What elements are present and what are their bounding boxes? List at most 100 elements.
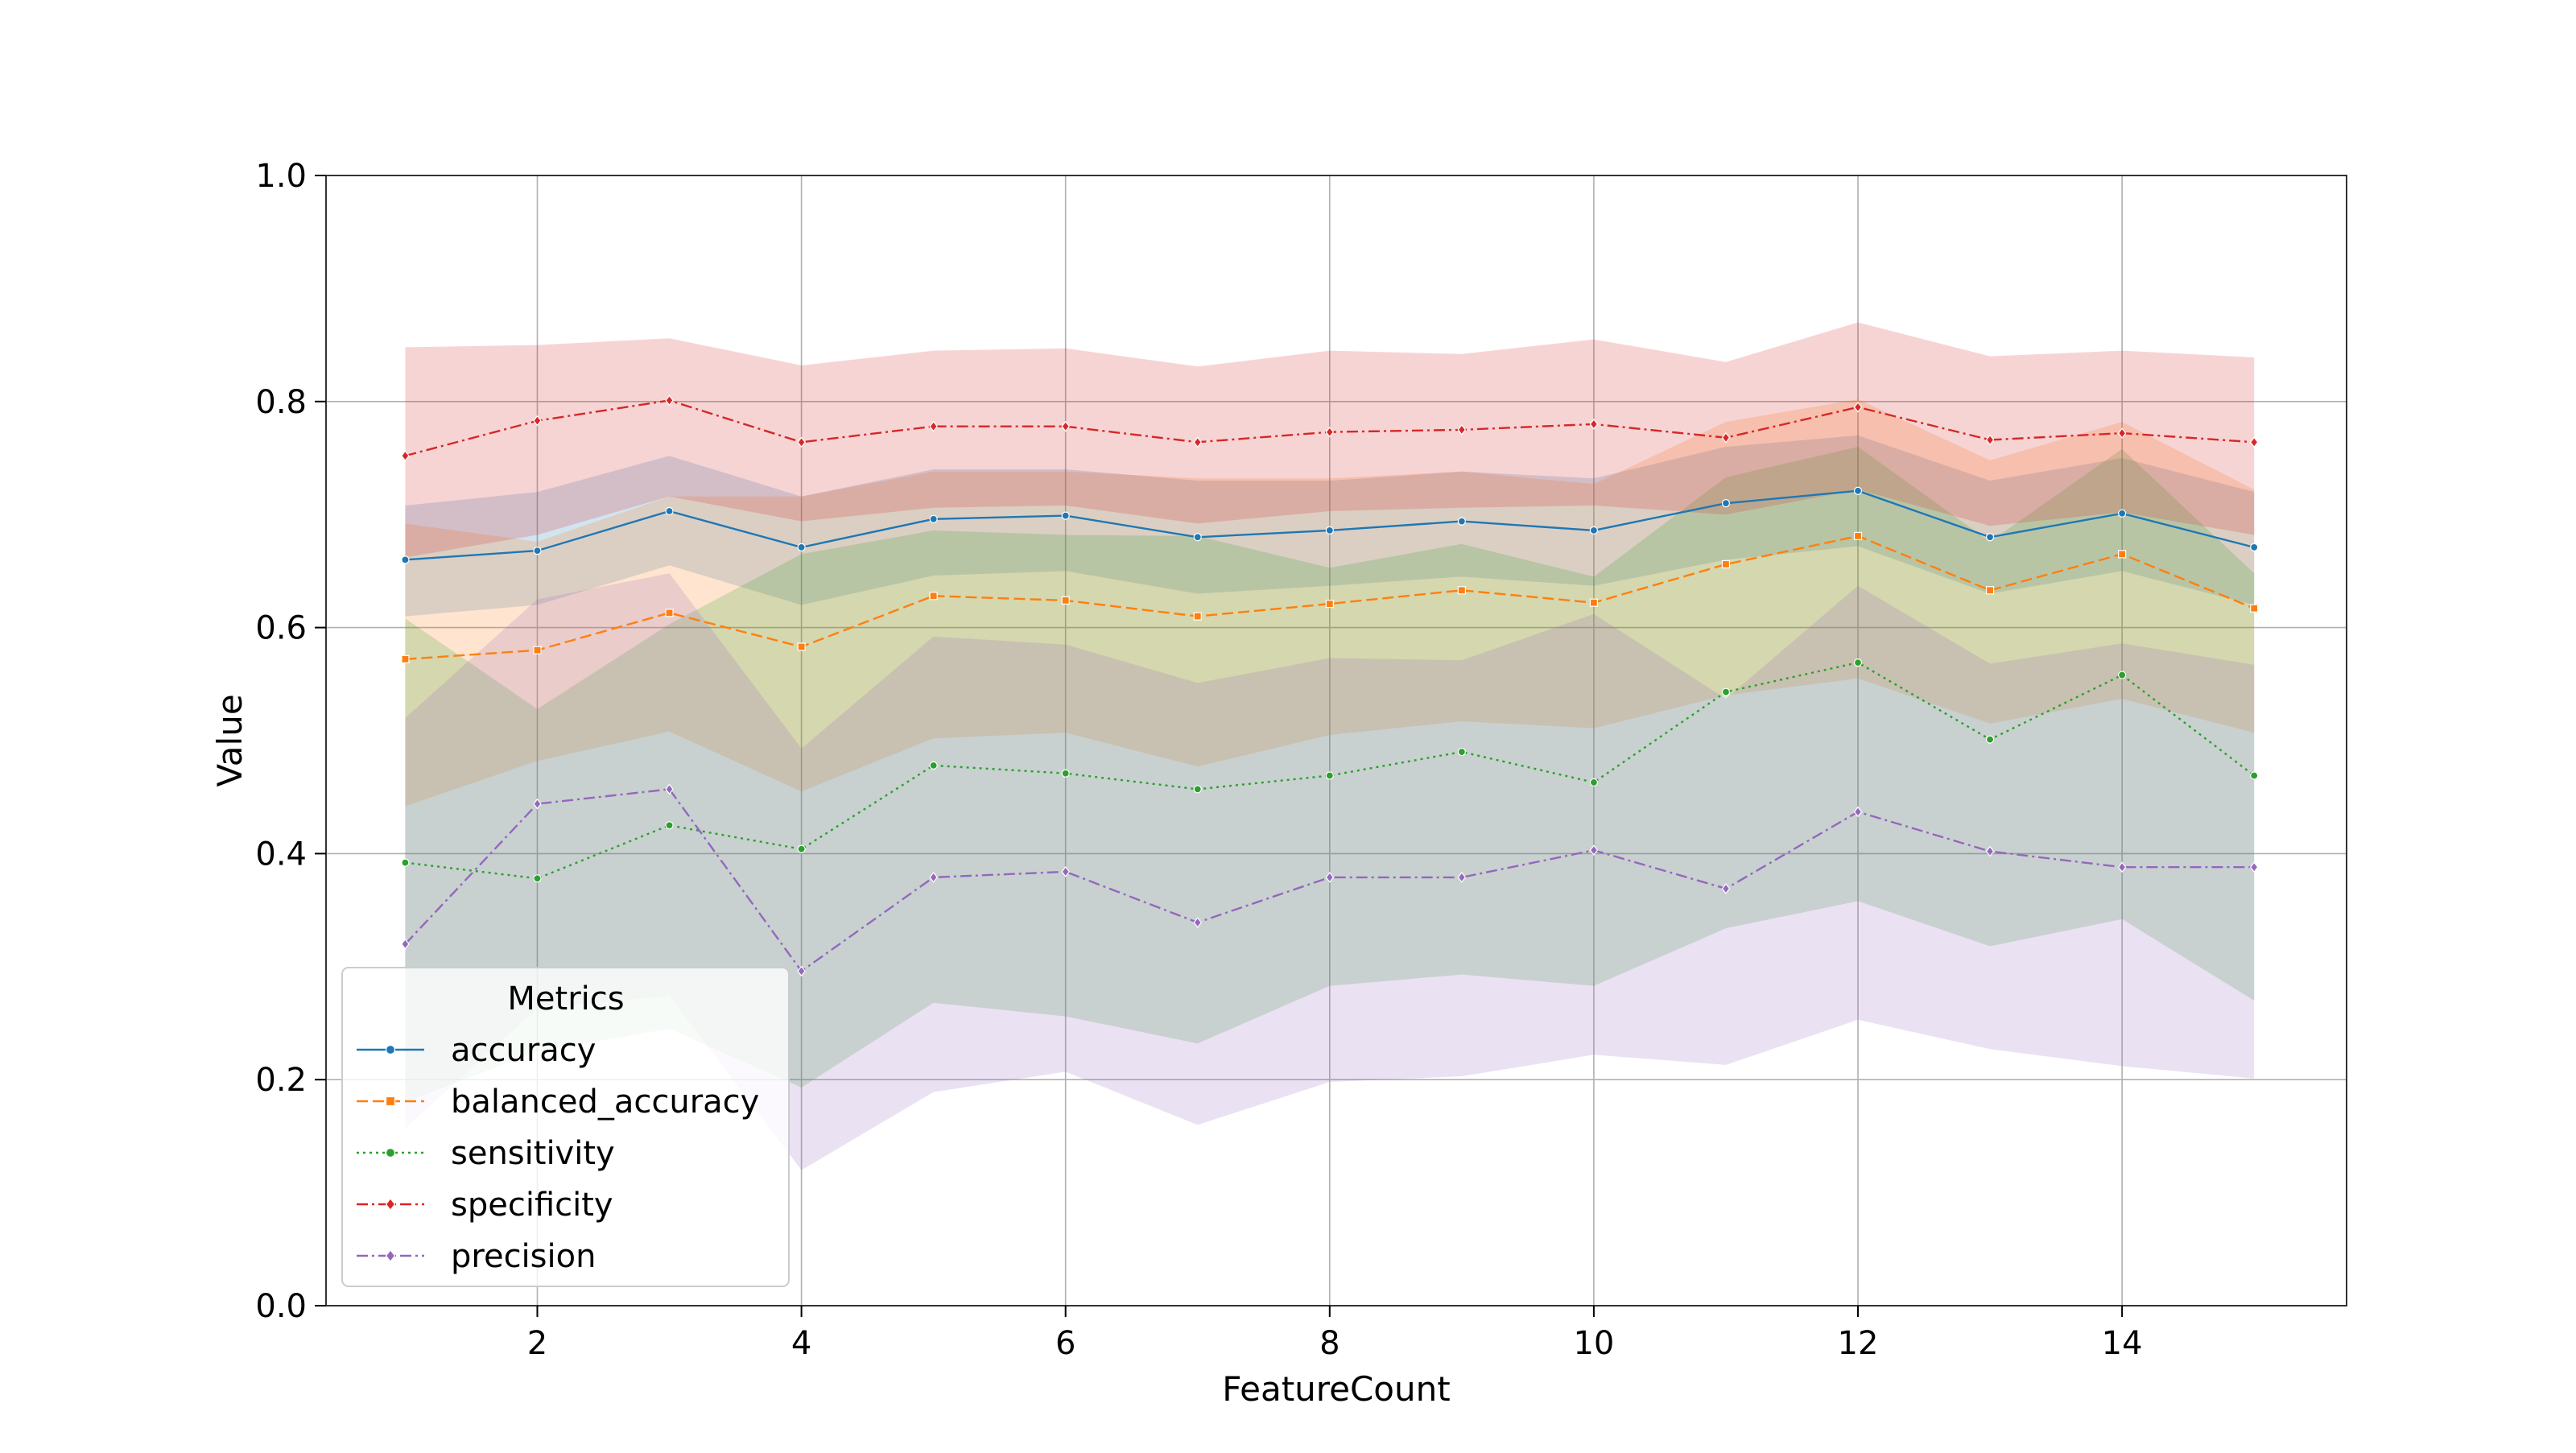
point-sensitivity — [1853, 658, 1863, 667]
y-tick-label: 0.8 — [255, 384, 307, 421]
series-lines — [401, 394, 2259, 977]
point-accuracy — [1589, 526, 1599, 535]
point-accuracy — [1985, 533, 1995, 542]
legend-marker — [385, 1249, 396, 1263]
series-specificity — [401, 394, 2259, 462]
point-precision — [929, 872, 938, 883]
point-precision — [1061, 866, 1070, 877]
point-specificity — [797, 436, 806, 448]
point-specificity — [533, 415, 542, 427]
legend-marker — [385, 1147, 396, 1158]
legend-marker — [385, 1044, 396, 1055]
band-specificity — [405, 322, 2255, 558]
y-tick-label: 0.4 — [255, 836, 307, 873]
point-precision — [2117, 861, 2127, 873]
point-accuracy — [1325, 526, 1334, 535]
legend-item-balanced_accuracy: balanced_accuracy — [357, 1084, 759, 1121]
point-precision — [401, 938, 410, 950]
x-tick-label: 14 — [2102, 1325, 2143, 1362]
point-specificity — [1985, 434, 1995, 446]
legend-item-specificity: specificity — [357, 1187, 613, 1224]
point-accuracy — [2118, 509, 2127, 518]
band-precision — [405, 573, 2255, 1170]
point-sensitivity — [1457, 747, 1466, 757]
point-specificity — [929, 420, 938, 432]
point-balanced_accuracy — [1457, 586, 1466, 595]
point-sensitivity — [2118, 671, 2127, 679]
x-tick-label: 10 — [1573, 1325, 1614, 1362]
series-precision — [401, 783, 2259, 977]
point-specificity — [1589, 419, 1599, 430]
point-precision — [1193, 917, 1203, 928]
point-specificity — [1457, 424, 1467, 435]
axis-ticks: 2 4 6 8 10 12 14 0.0 0.2 0.4 0.6 0.8 1.0 — [255, 158, 2142, 1362]
point-accuracy — [401, 555, 410, 564]
legend-item-accuracy: accuracy — [357, 1032, 596, 1069]
point-sensitivity — [1325, 771, 1334, 780]
x-tick-label: 12 — [1838, 1325, 1879, 1362]
legend-items: accuracy balanced_accuracy sensitivity spec… — [357, 1032, 759, 1275]
legend-box — [341, 967, 790, 1287]
point-specificity — [2249, 436, 2259, 448]
point-precision — [665, 783, 674, 795]
point-sensitivity — [1589, 778, 1599, 787]
point-balanced_accuracy — [1193, 612, 1202, 621]
point-balanced_accuracy — [1061, 596, 1070, 605]
point-sensitivity — [401, 858, 410, 867]
x-tick-label: 2 — [527, 1325, 547, 1362]
point-specificity — [1853, 401, 1863, 413]
point-specificity — [1721, 431, 1731, 444]
legend-label: balanced_accuracy — [451, 1084, 759, 1121]
x-tick-label: 6 — [1055, 1325, 1075, 1362]
point-precision — [2249, 861, 2259, 873]
legend-marker — [385, 1197, 396, 1212]
y-tick-label: 0.6 — [255, 610, 307, 647]
point-sensitivity — [1061, 769, 1070, 778]
point-precision — [1721, 883, 1731, 894]
y-axis-label: Value — [210, 694, 250, 786]
point-balanced_accuracy — [2118, 550, 2127, 559]
point-accuracy — [533, 547, 542, 555]
point-balanced_accuracy — [1589, 598, 1599, 607]
point-sensitivity — [797, 844, 806, 853]
series-balanced_accuracy — [401, 531, 2259, 664]
point-precision — [1985, 845, 1995, 857]
line-sensitivity — [405, 661, 2255, 880]
point-accuracy — [1721, 499, 1731, 508]
line-balanced_accuracy — [405, 535, 2255, 661]
point-accuracy — [1457, 517, 1466, 526]
point-accuracy — [2250, 543, 2259, 552]
point-precision — [1589, 844, 1599, 857]
plot-frame — [325, 175, 2347, 1306]
legend-item-precision: precision — [357, 1238, 596, 1275]
point-precision — [533, 798, 542, 810]
legend-label: precision — [451, 1238, 596, 1275]
point-specificity — [2117, 427, 2127, 439]
legend-label: specificity — [451, 1187, 613, 1224]
band-accuracy — [405, 435, 2255, 617]
point-specificity — [1193, 436, 1203, 448]
legend-label: accuracy — [451, 1032, 596, 1069]
point-specificity — [1325, 426, 1335, 438]
point-accuracy — [1061, 511, 1070, 520]
point-accuracy — [1853, 486, 1863, 495]
point-sensitivity — [929, 761, 938, 770]
point-sensitivity — [533, 874, 542, 883]
point-sensitivity — [665, 821, 674, 830]
point-specificity — [1061, 420, 1070, 432]
point-balanced_accuracy — [665, 609, 674, 617]
point-accuracy — [665, 506, 674, 516]
point-sensitivity — [1193, 785, 1202, 794]
x-tick-label: 4 — [791, 1325, 811, 1362]
point-accuracy — [1193, 533, 1202, 542]
point-balanced_accuracy — [401, 654, 410, 664]
y-tick-label: 0.2 — [255, 1062, 307, 1099]
point-accuracy — [797, 543, 806, 552]
legend-title: Metrics — [507, 980, 624, 1018]
point-balanced_accuracy — [1985, 586, 1995, 595]
point-balanced_accuracy — [797, 642, 806, 651]
series-sensitivity — [401, 658, 2259, 883]
point-precision — [1457, 872, 1467, 883]
